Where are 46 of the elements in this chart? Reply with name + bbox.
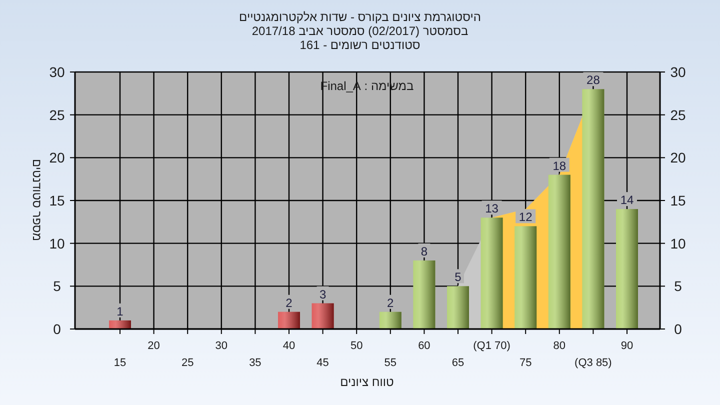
data-label: 1	[116, 304, 124, 318]
data-label: 8	[420, 244, 428, 258]
data-label: 18	[552, 158, 566, 173]
x-tick-label: 45	[316, 357, 329, 369]
x-tick-label: 75	[519, 357, 532, 369]
x-tick-label: 25	[181, 357, 194, 369]
x-tick-label: 20	[148, 340, 160, 352]
y2-tick-label: 10	[670, 235, 686, 252]
x-tick-label: 65	[452, 357, 464, 369]
chart-subtitle: בסמסטר (02/2017) סמסטר אביב 2017/18	[252, 24, 468, 38]
y-tick-label: 20	[49, 150, 65, 166]
chart-title: היסטוגרמת ציונים בקורס - שדות אלקטרומגנטיים	[239, 10, 481, 24]
data-label: 5	[454, 270, 462, 284]
y-tick-label: 5	[53, 278, 62, 294]
x-tick-label: 90	[620, 340, 634, 352]
y2-tick-label: 0	[674, 321, 682, 337]
data-label: 28	[586, 73, 600, 88]
y-axis-title: מספר סטודנטים	[30, 158, 44, 242]
y-tick-label: 10	[49, 235, 65, 252]
x-tick-label: 80	[553, 340, 566, 352]
y2-tick-label: 30	[670, 64, 686, 80]
x-tick-label: 60	[418, 340, 430, 352]
x-tick-label: 55	[384, 357, 397, 369]
data-label: 14	[620, 193, 634, 208]
data-label: 3	[319, 287, 326, 302]
y-tick-label: 25	[49, 106, 65, 123]
x-axis-title: טווח ציונים	[340, 375, 394, 389]
data-label: 2	[387, 296, 394, 310]
data-label: 2	[286, 296, 293, 310]
y2-tick-label: 5	[674, 278, 682, 294]
y-tick-label: 15	[49, 192, 65, 208]
y2-tick-label: 15	[670, 192, 686, 208]
x-tick-label: 50	[350, 340, 363, 352]
x-tick-label: 40	[282, 340, 296, 352]
x-tick-label: (Q3 85)	[574, 357, 612, 369]
y-tick-label: 0	[53, 321, 62, 337]
x-tick-label: 35	[249, 357, 262, 369]
x-tick-label: 15	[114, 357, 126, 369]
data-label: 13	[485, 202, 499, 216]
y-tick-label: 30	[49, 64, 65, 80]
x-tick-label: 30	[215, 340, 228, 352]
text: סטודנטים רשומים - 161	[300, 38, 420, 52]
data-label: 12	[518, 210, 533, 224]
y2-tick-label: 20	[670, 150, 686, 166]
x-tick-label: (Q1 70)	[473, 340, 510, 352]
y2-tick-label: 25	[670, 106, 686, 123]
